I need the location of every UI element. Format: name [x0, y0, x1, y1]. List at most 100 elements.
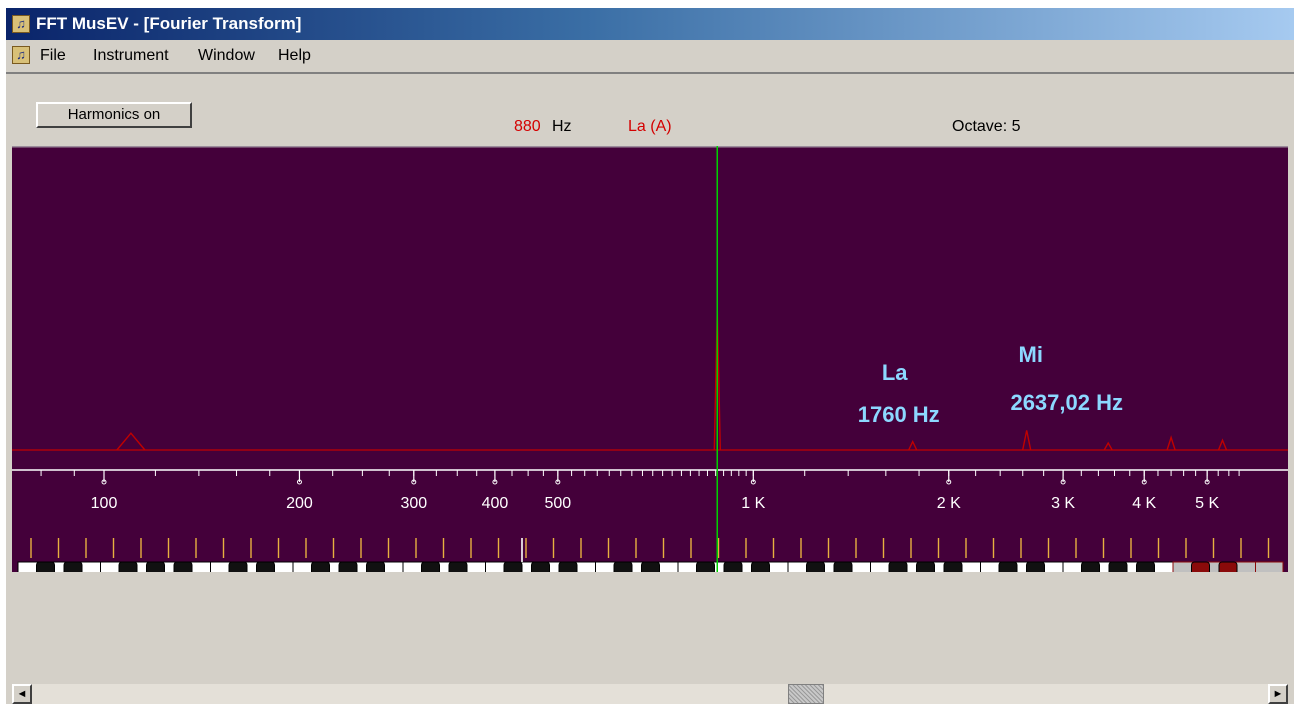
scroll-left-button[interactable]: ◄ [12, 684, 32, 704]
spectrum-peak-2 [908, 439, 918, 451]
white-key-9 [265, 561, 294, 572]
white-key-40 [1117, 561, 1146, 572]
window-title: FFT MusEV - [Fourier Transform] [36, 14, 302, 33]
white-key-12 [347, 561, 376, 572]
document-icon[interactable]: ♫ [12, 46, 30, 64]
black-key-43 [1218, 561, 1238, 572]
black-key-4 [146, 561, 165, 572]
white-key-33 [925, 561, 954, 572]
spectrum-peak-6 [1217, 438, 1228, 451]
spectrum-svg: 100 200 300 400 500 1 K 2 K 3 K 4 K 5 K La 1760 Hz M… [12, 146, 1288, 572]
black-key-32 [916, 561, 935, 572]
black-key-26 [751, 561, 770, 572]
axis-tick-marker-5 [750, 479, 756, 485]
menu-bar: ♫ File Instrument Window Help [6, 41, 1294, 71]
black-key-33 [943, 561, 963, 572]
fft-spectrum-chart[interactable]: 100 200 300 400 500 1 K 2 K 3 K 4 K 5 K La 1760 Hz M… [12, 146, 1288, 572]
white-key-20 [567, 561, 596, 572]
black-key-1 [63, 561, 83, 572]
black-key-3 [118, 561, 138, 572]
white-key-30 [842, 561, 871, 572]
axis-tick-marker-3 [492, 479, 498, 485]
annotation-freq-mi: 2637,02 Hz [1010, 390, 1123, 415]
black-key-24 [696, 561, 715, 572]
axis-tick-marker-9 [1204, 479, 1210, 485]
white-key-19 [540, 561, 569, 572]
white-key-45 [1255, 561, 1284, 572]
white-key-25 [705, 561, 734, 572]
white-key-29 [815, 561, 844, 572]
axis-tick-marker-8 [1141, 479, 1147, 485]
axis-tick-marker-2 [411, 479, 417, 485]
octave-label: Octave: 5 [952, 118, 1021, 135]
black-key-12 [366, 561, 385, 572]
axis-tick-label-7: 3 K [1051, 495, 1075, 512]
menu-instrument[interactable]: Instrument [93, 47, 169, 64]
title-bar: ♫ FFT MusEV - [Fourier Transform] [6, 8, 1294, 40]
black-key-39 [1108, 561, 1128, 572]
scroll-right-button[interactable]: ► [1268, 684, 1288, 704]
white-key-31 [870, 561, 899, 572]
plot-top-border [12, 146, 1288, 148]
harmonics-toggle-button[interactable]: Harmonics on [36, 102, 192, 128]
spectrum-peak-0 [116, 432, 146, 451]
annotation-freq-la: 1760 Hz [858, 402, 940, 427]
white-key-38 [1062, 561, 1091, 572]
white-key-11 [320, 561, 349, 572]
white-key-2 [72, 561, 101, 572]
black-key-10 [311, 561, 330, 572]
white-key-28 [787, 561, 816, 572]
annotation-note-mi: Mi [1019, 342, 1043, 367]
white-key-5 [155, 561, 184, 572]
white-key-37 [1035, 561, 1064, 572]
white-key-24 [677, 561, 706, 572]
white-key-36 [1007, 561, 1036, 572]
scroll-thumb[interactable] [788, 684, 824, 704]
menu-help[interactable]: Help [278, 47, 311, 64]
axis-tick-label-2: 300 [400, 495, 427, 512]
black-key-7 [228, 561, 248, 572]
black-key-28 [806, 561, 825, 572]
white-key-3 [100, 561, 129, 572]
white-key-41 [1145, 561, 1174, 572]
white-key-15 [430, 561, 459, 572]
white-key-27 [760, 561, 789, 572]
menu-file[interactable]: File [40, 47, 66, 64]
white-key-14 [402, 561, 431, 572]
axis-tick-label-4: 500 [544, 495, 571, 512]
white-key-10 [292, 561, 321, 572]
white-key-4 [127, 561, 156, 572]
white-key-0 [17, 561, 46, 572]
axis-tick-marker-6 [946, 479, 952, 485]
black-key-42 [1191, 561, 1210, 572]
white-key-22 [622, 561, 651, 572]
black-key-25 [723, 561, 743, 572]
horizontal-scrollbar[interactable]: ◄ ► [12, 684, 1288, 704]
spectrum-peak-5 [1166, 435, 1176, 451]
axis-tick-label-6: 2 K [937, 495, 961, 512]
black-key-38 [1081, 561, 1100, 572]
black-key-5 [173, 561, 193, 572]
white-key-39 [1090, 561, 1119, 572]
white-key-43 [1200, 561, 1229, 572]
axis-tick-marker-0 [101, 479, 107, 485]
black-key-22 [641, 561, 660, 572]
black-key-17 [503, 561, 523, 572]
axis-tick-marker-1 [296, 479, 302, 485]
axis-tick-marker-4 [555, 479, 561, 485]
white-key-17 [485, 561, 514, 572]
white-key-1 [45, 561, 74, 572]
axis-tick-label-8: 4 K [1132, 495, 1156, 512]
black-key-8 [256, 561, 275, 572]
black-key-40 [1136, 561, 1155, 572]
black-key-14 [421, 561, 440, 572]
black-key-29 [833, 561, 853, 572]
axis-tick-marker-7 [1060, 479, 1066, 485]
spectrum-peak-4 [1103, 441, 1113, 451]
white-key-18 [512, 561, 541, 572]
white-key-32 [897, 561, 926, 572]
white-key-42 [1172, 561, 1201, 572]
menu-window[interactable]: Window [198, 47, 255, 64]
spectrum-peak-3 [1022, 430, 1032, 451]
black-key-31 [888, 561, 908, 572]
